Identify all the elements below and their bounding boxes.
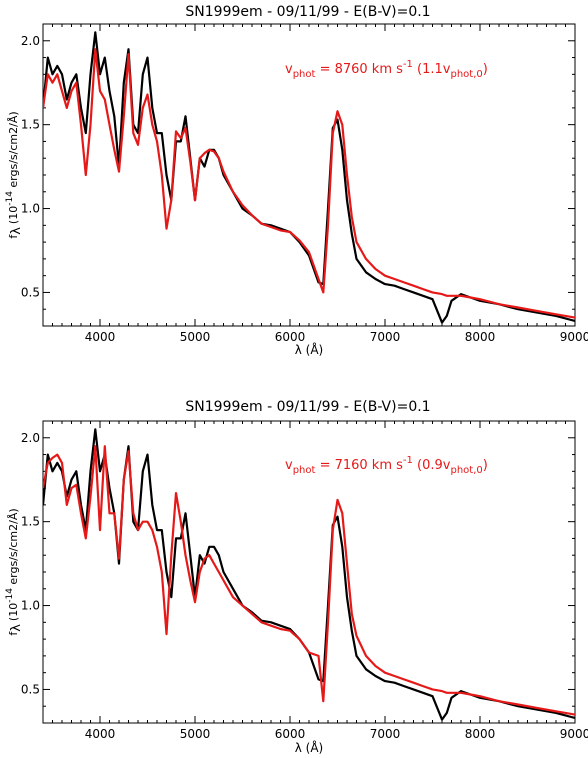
- y-tick-label: 2.0: [21, 34, 40, 48]
- y-tick-label: 0.5: [21, 285, 40, 299]
- y-tick-label: 2.0: [21, 431, 40, 445]
- anno-exp: -1: [403, 59, 413, 70]
- series-group: [43, 31, 575, 324]
- ylabel-unit-pre: (10: [7, 603, 20, 621]
- series-group: [43, 428, 575, 721]
- x-tick-label: 4000: [85, 330, 116, 344]
- y-tick-label: 1.0: [21, 599, 40, 613]
- y-tick-label: 1.5: [21, 118, 40, 132]
- x-axis-ticks: 4000 5000 6000 7000 8000 9000: [52, 24, 588, 344]
- observed-spectrum-line: [43, 428, 575, 721]
- ylabel-f: f: [7, 631, 20, 636]
- ylabel-sub: λ: [9, 624, 24, 632]
- spectrum-panel-bottom: SN1999em - 09/11/99 - E(B-V)=0.1 4000 500…: [5, 399, 588, 755]
- anno-sub: phot: [293, 69, 316, 80]
- y-tick-label: 0.5: [21, 682, 40, 696]
- anno-exp: -1: [403, 455, 413, 466]
- plot-area: [43, 428, 575, 721]
- anno-mid: = 8760 km s: [315, 62, 403, 77]
- anno-close: ): [483, 458, 488, 473]
- chart-title: SN1999em - 09/11/99 - E(B-V)=0.1: [185, 399, 430, 415]
- anno-sub: phot: [293, 465, 316, 476]
- plot-area: [43, 31, 575, 324]
- x-axis-label: λ (Å): [295, 740, 324, 755]
- x-axis-ticks: 4000 5000 6000 7000 8000 9000: [52, 421, 588, 741]
- x-tick-label: 8000: [465, 330, 496, 344]
- anno-mid: = 7160 km s: [315, 458, 403, 473]
- spectrum-panel-top: SN1999em - 09/11/99 - E(B-V)=0.1 4000 500…: [5, 4, 588, 357]
- chart-title: SN1999em - 09/11/99 - E(B-V)=0.1: [185, 4, 430, 20]
- y-axis-ticks: 0.5 1.0 1.5 2.0: [21, 420, 575, 724]
- anno-tail: (0.9v: [413, 458, 451, 473]
- anno-v: v: [285, 458, 293, 473]
- ylabel-sub: λ: [9, 227, 24, 235]
- model-spectrum-line: [43, 48, 575, 319]
- y-tick-label: 1.5: [21, 515, 40, 529]
- x-tick-label: 9000: [560, 727, 588, 741]
- x-tick-label: 7000: [370, 727, 401, 741]
- x-tick-label: 5000: [180, 330, 211, 344]
- anno-tail-sub: phot,0: [450, 465, 482, 476]
- x-tick-label: 4000: [85, 727, 116, 741]
- x-tick-label: 6000: [275, 727, 306, 741]
- anno-close: ): [483, 62, 488, 77]
- anno-v: v: [285, 62, 293, 77]
- velocity-annotation: vphot = 8760 km s-1 (1.1vphot,0): [285, 59, 488, 80]
- anno-tail: (1.1v: [413, 62, 451, 77]
- ylabel-unit-pre: (10: [7, 206, 20, 224]
- x-tick-label: 5000: [180, 727, 211, 741]
- ylabel-exp: -14: [5, 191, 15, 206]
- y-tick-label: 1.0: [21, 202, 40, 216]
- y-axis-label: fλ (10-14 ergs/s/cm2/Å): [5, 111, 24, 238]
- y-axis-label: fλ (10-14 ergs/s/cm2/Å): [5, 508, 24, 635]
- x-tick-label: 9000: [560, 330, 588, 344]
- y-axis-ticks: 0.5 1.0 1.5 2.0: [21, 23, 575, 327]
- ylabel-unit-post: ergs/s/cm2/Å): [7, 508, 20, 588]
- x-tick-label: 6000: [275, 330, 306, 344]
- model-spectrum-line: [43, 445, 575, 716]
- ylabel-exp: -14: [5, 588, 15, 603]
- x-axis-label: λ (Å): [295, 342, 324, 357]
- ylabel-f: f: [7, 234, 20, 239]
- x-tick-label: 7000: [370, 330, 401, 344]
- x-tick-label: 8000: [465, 727, 496, 741]
- velocity-annotation: vphot = 7160 km s-1 (0.9vphot,0): [285, 455, 488, 476]
- ylabel-unit-post: ergs/s/cm2/Å): [7, 111, 20, 191]
- anno-tail-sub: phot,0: [450, 69, 482, 80]
